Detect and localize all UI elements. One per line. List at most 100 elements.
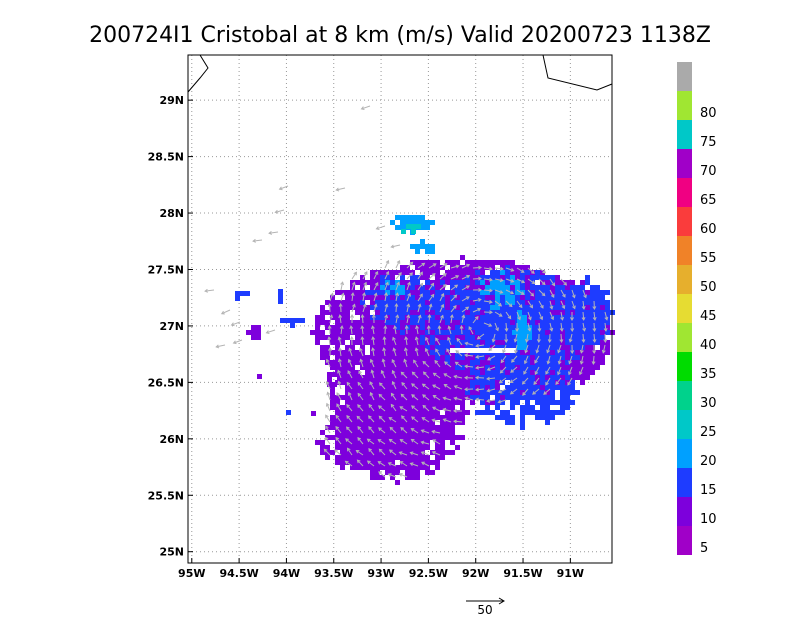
wind-arrow-head — [442, 284, 447, 288]
wind-arrow — [357, 437, 364, 445]
wind-arrow-head — [510, 369, 514, 373]
wind-cell — [425, 260, 430, 265]
wind-cell — [565, 400, 570, 405]
wind-cell — [450, 415, 455, 420]
wind-cell — [327, 382, 332, 387]
wind-cell — [435, 380, 440, 385]
wind-cell — [555, 300, 560, 305]
wind-cell — [600, 315, 605, 320]
wind-cell — [565, 285, 570, 290]
wind-arrow — [383, 348, 386, 357]
wind-arrow-head — [455, 349, 460, 354]
wind-cell — [440, 385, 445, 390]
wind-cell — [320, 450, 325, 455]
wind-cell — [555, 330, 560, 335]
wind-cell — [340, 405, 345, 410]
wind-cell — [555, 350, 560, 355]
wind-cell — [480, 395, 485, 400]
wind-cell — [350, 305, 355, 310]
wind-arrow-head — [374, 282, 379, 286]
wind-cell — [350, 375, 355, 380]
wind-arrow — [527, 300, 533, 308]
wind-cell — [435, 455, 440, 460]
wind-cell — [600, 290, 605, 295]
wind-cell — [485, 400, 490, 405]
wind-cell — [340, 455, 345, 460]
wind-arrow-head — [489, 310, 493, 315]
wind-cell — [425, 360, 430, 365]
wind-cell — [385, 300, 390, 305]
wind-cell — [550, 355, 555, 360]
wind-arrow — [358, 370, 364, 379]
wind-cell — [545, 305, 550, 310]
wind-cell — [580, 320, 585, 325]
wind-arrow — [498, 388, 507, 393]
wind-cell — [440, 300, 445, 305]
wind-cell — [485, 315, 490, 320]
wind-arrow-head — [366, 438, 371, 443]
wind-arrow-head — [403, 347, 408, 352]
wind-arrow — [378, 415, 386, 423]
wind-cell — [515, 375, 520, 380]
wind-arrow-head — [507, 315, 512, 320]
wind-cell — [585, 295, 590, 300]
wind-cell — [375, 425, 380, 430]
wind-arrow — [336, 187, 346, 191]
wind-arrow-head — [579, 349, 584, 354]
wind-cell — [300, 318, 305, 323]
wind-cell — [420, 435, 425, 440]
wind-cell — [385, 460, 390, 465]
wind-cell — [595, 295, 600, 300]
wind-arrow-head — [360, 325, 365, 330]
wind-cell — [420, 275, 425, 280]
wind-cell — [435, 265, 440, 270]
wind-cell — [340, 395, 345, 400]
wind-cell — [370, 385, 375, 390]
wind-cell — [500, 260, 505, 265]
wind-cell — [500, 340, 505, 345]
wind-cell — [345, 295, 350, 300]
wind-cell — [495, 285, 500, 290]
wind-arrow — [417, 315, 421, 324]
wind-cell — [485, 340, 490, 345]
wind-arrow — [582, 333, 585, 343]
wind-cell — [350, 420, 355, 425]
wind-cell — [505, 375, 510, 380]
wind-cell — [595, 335, 600, 340]
wind-arrow-head — [360, 106, 365, 111]
wind-cell — [365, 365, 370, 370]
wind-arrow-head — [523, 360, 528, 365]
wind-arrow-head — [421, 417, 426, 421]
wind-cell — [330, 310, 335, 315]
wind-arrow — [368, 448, 375, 456]
wind-arrow — [371, 370, 375, 379]
wind-arrow-head — [521, 380, 526, 385]
wind-cell — [490, 265, 495, 270]
wind-cell — [360, 350, 365, 355]
wind-cell — [470, 345, 475, 350]
wind-arrow-head — [440, 314, 444, 319]
wind-cell — [575, 290, 580, 295]
wind-cell — [415, 470, 420, 475]
wind-cell — [290, 318, 295, 323]
wind-cell — [370, 300, 375, 305]
wind-cell — [385, 380, 390, 385]
wind-cell — [460, 420, 465, 425]
wind-arrow — [338, 337, 342, 346]
wind-arrow-head — [601, 349, 606, 354]
wind-cell — [410, 305, 415, 310]
wind-cell — [400, 385, 405, 390]
wind-arrow-head — [382, 347, 387, 352]
wind-arrow — [326, 403, 331, 412]
wind-cell — [320, 330, 325, 335]
wind-cell — [370, 365, 375, 370]
wind-arrow — [455, 361, 463, 368]
wind-cell — [460, 345, 465, 350]
wind-arrow-head — [324, 436, 329, 441]
wind-cell — [360, 420, 365, 425]
wind-cell — [445, 395, 450, 400]
wind-cell — [335, 380, 340, 385]
wind-cell — [555, 385, 560, 390]
y-tick-label: 26N — [159, 433, 184, 446]
wind-arrow-head — [510, 279, 515, 283]
